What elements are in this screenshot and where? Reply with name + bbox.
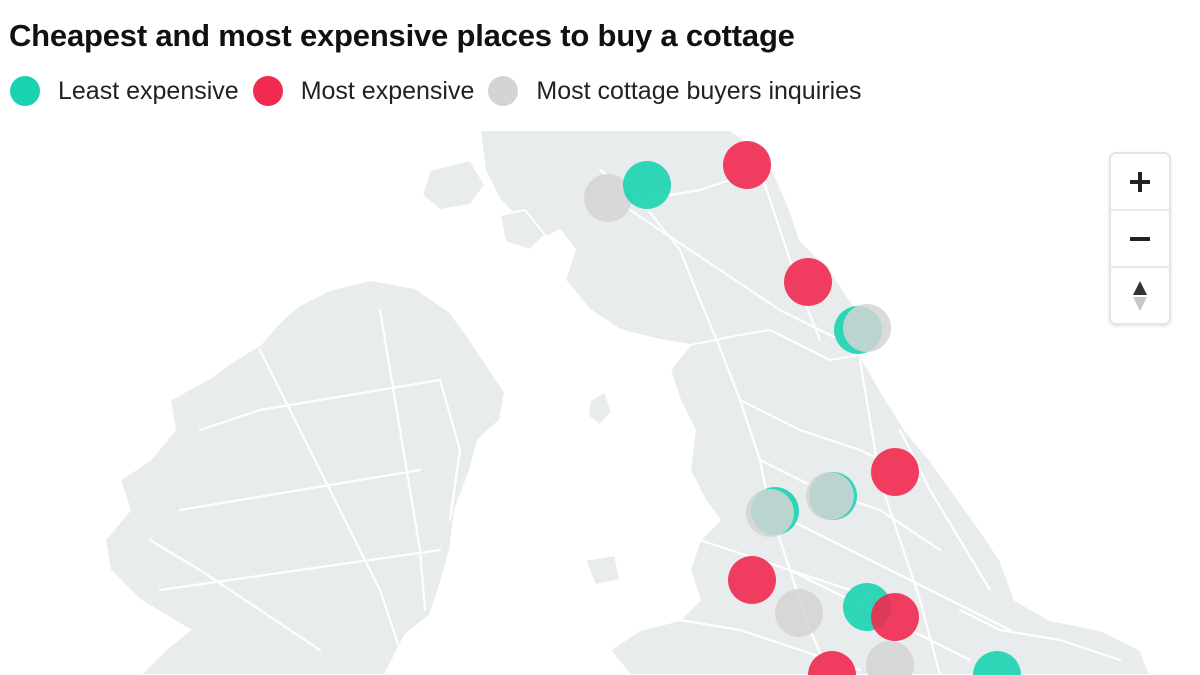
compass-icon	[1133, 280, 1147, 311]
reset-north-button[interactable]	[1111, 268, 1169, 323]
land-anglesey	[583, 553, 622, 587]
map-marker-inquiries[interactable]	[775, 589, 823, 637]
map-marker-inquiries[interactable]	[843, 304, 891, 352]
map-svg[interactable]	[0, 130, 1200, 675]
legend-item-most-expensive: Most expensive	[252, 76, 475, 106]
map-controls	[1109, 152, 1171, 325]
map-marker-most[interactable]	[728, 556, 776, 604]
land-ireland	[103, 278, 507, 675]
legend-dot-most-inquiries	[488, 76, 519, 106]
zoom-in-button[interactable]	[1111, 154, 1169, 211]
map-marker-inquiries[interactable]	[806, 472, 854, 520]
land-isle-1	[420, 158, 487, 212]
marker-layer	[584, 141, 1021, 675]
map-marker-most[interactable]	[871, 448, 919, 496]
map-marker-most[interactable]	[871, 593, 919, 641]
map-marker-least[interactable]	[623, 161, 671, 209]
minus-icon	[1130, 236, 1150, 241]
zoom-out-button[interactable]	[1111, 211, 1169, 268]
map-marker-most[interactable]	[723, 141, 771, 189]
map-marker-inquiries[interactable]	[746, 489, 794, 537]
legend-item-least-expensive: Least expensive	[10, 76, 239, 106]
legend-label-most-inquiries: Most cottage buyers inquiries	[536, 76, 862, 105]
legend-dot-least-expensive	[10, 76, 40, 106]
legend-item-most-inquiries: Most cottage buyers inquiries	[488, 76, 862, 106]
map-marker-most[interactable]	[784, 258, 832, 306]
map-marker-inquiries[interactable]	[584, 174, 632, 222]
land-isle-of-man	[586, 390, 614, 427]
map-canvas[interactable]	[0, 130, 1200, 675]
land-isle-2	[498, 208, 547, 252]
legend-label-most-expensive: Most expensive	[300, 76, 475, 105]
legend-label-least-expensive: Least expensive	[58, 76, 239, 105]
legend: Least expensive Most expensive Most cott…	[10, 74, 876, 108]
map-marker-most[interactable]	[808, 651, 856, 675]
map-marker-inquiries[interactable]	[866, 641, 914, 675]
plus-icon	[1130, 171, 1150, 192]
map-title: Cheapest and most expensive places to bu…	[9, 18, 795, 53]
legend-dot-most-expensive	[252, 76, 283, 106]
map-marker-least[interactable]	[973, 651, 1021, 675]
